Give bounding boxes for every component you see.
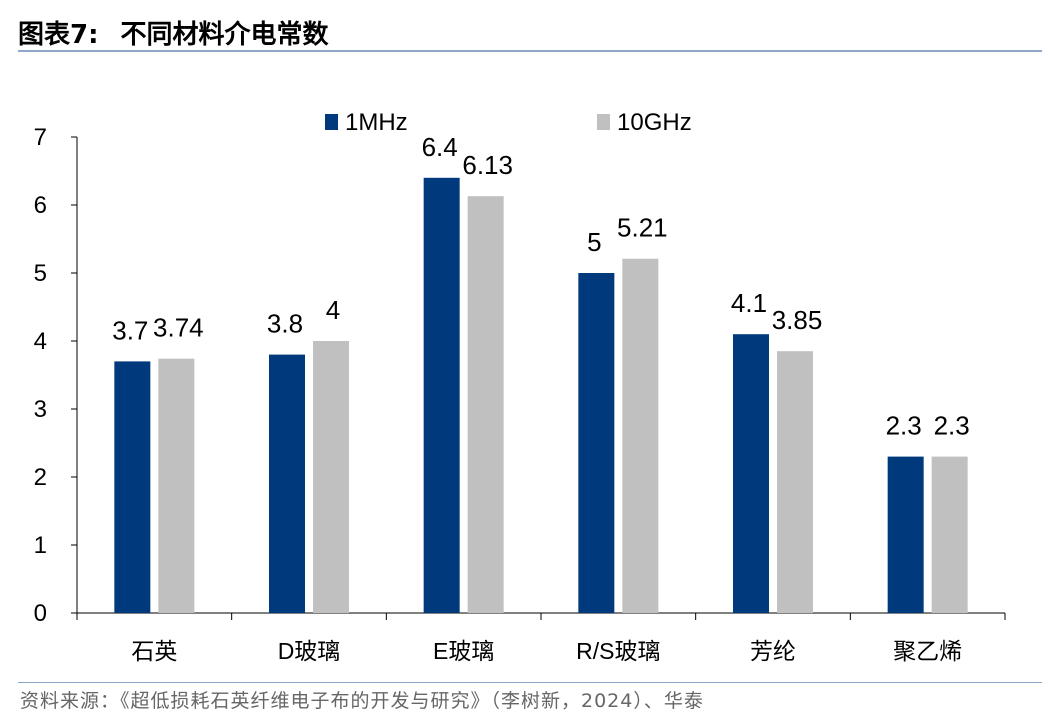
x-category-label: E玻璃 [433, 638, 494, 664]
data-label: 2.3 [934, 411, 970, 441]
y-tick-label: 2 [34, 464, 47, 491]
data-label: 2.3 [886, 411, 922, 441]
bar-10ghz-5 [931, 456, 968, 613]
figure-header: 图表7: 不同材料介电常数 [18, 12, 329, 52]
footer-rule [18, 682, 1042, 683]
x-axis: 石英 D玻璃 E玻璃 R/S玻璃 芳纶 聚乙烯 [76, 612, 1006, 664]
x-category-label: 石英 [131, 638, 177, 664]
y-tick-label: 1 [34, 532, 47, 559]
bars [114, 177, 968, 614]
data-label: 3.74 [153, 313, 204, 343]
bar-10ghz-3 [622, 258, 659, 613]
legend-label: 10GHz [617, 109, 692, 136]
legend-swatch-10ghz [597, 114, 610, 130]
bar-1mhz-0 [114, 361, 151, 613]
bar-1mhz-3 [578, 273, 615, 613]
x-category-label: D玻璃 [278, 638, 341, 664]
y-tick-label: 7 [34, 124, 47, 151]
y-tick-label: 4 [34, 328, 47, 355]
bar-1mhz-2 [423, 177, 460, 614]
data-label: 5 [587, 227, 601, 257]
y-tick-label: 0 [34, 600, 47, 627]
bar-10ghz-2 [467, 196, 504, 613]
data-label: 6.13 [462, 150, 513, 180]
bar-chart: 0 1 2 3 4 5 6 7 石英 D玻璃 E玻璃 R/S玻璃 芳纶 聚乙烯 3.7 3.8 6.4 5 4.… [34, 109, 1006, 664]
source-note: 资料来源：《超低损耗石英纤维电子布的开发与研究》（李树新，2024）、华泰 [20, 690, 704, 712]
figure-label: 图表7: [18, 19, 99, 50]
figure-title: 不同材料介电常数 [120, 19, 329, 50]
y-tick-label: 3 [34, 396, 47, 423]
data-labels: 3.7 3.8 6.4 5 4.1 2.3 3.74 4 6.13 5.21 3.85 2.3 [112, 132, 969, 441]
data-label: 3.85 [772, 305, 823, 335]
data-label: 5.21 [617, 213, 668, 243]
bar-1mhz-1 [269, 354, 305, 613]
bar-10ghz-0 [158, 358, 195, 613]
legend-swatch-1mhz [325, 114, 338, 130]
x-category-label: 芳纶 [750, 638, 796, 664]
x-category-label: R/S玻璃 [576, 638, 660, 664]
data-label: 4.1 [731, 288, 767, 318]
bar-10ghz-4 [777, 351, 813, 613]
bar-1mhz-4 [733, 334, 769, 613]
bar-1mhz-5 [887, 456, 924, 613]
data-label: 6.4 [422, 132, 458, 162]
header-rule [18, 50, 1042, 52]
data-label: 4 [326, 295, 340, 325]
legend: 1MHz 10GHz [325, 109, 692, 136]
x-category-label: 聚乙烯 [893, 638, 962, 664]
y-tick-label: 6 [34, 192, 47, 219]
legend-label: 1MHz [345, 109, 408, 136]
y-axis: 0 1 2 3 4 5 6 7 [34, 124, 78, 627]
bar-10ghz-1 [313, 341, 349, 613]
data-label: 3.8 [267, 309, 303, 339]
data-label: 3.7 [112, 315, 148, 345]
y-tick-label: 5 [34, 260, 47, 287]
